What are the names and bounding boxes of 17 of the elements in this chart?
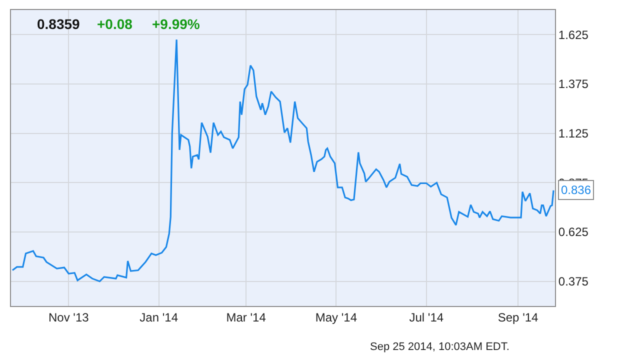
x-tick-label: Sep '14 [498, 310, 539, 324]
y-tick-label: 0.625 [558, 225, 589, 240]
x-tick-label: Jul '14 [409, 310, 444, 324]
y-tick-label: 0.375 [558, 274, 589, 289]
y-tick-label: 1.125 [558, 126, 589, 141]
annotation: +9.99% [152, 16, 200, 32]
line-series [12, 38, 554, 282]
x-tick-label: Jan '14 [140, 310, 178, 324]
x-tick-label: Nov '13 [48, 310, 90, 324]
y-tick-label: 1.375 [558, 77, 589, 92]
text: Sep 25 2014, 10:03AM EDT. [370, 341, 510, 353]
x-tick-label: Mar '14 [226, 310, 266, 324]
y-tick-label: 1.625 [558, 28, 589, 42]
annotation: +0.08 [97, 16, 133, 32]
x-tick-label: May '14 [315, 310, 358, 324]
annotation: 0.836 [561, 183, 592, 197]
annotation: 0.8359 [37, 16, 80, 32]
